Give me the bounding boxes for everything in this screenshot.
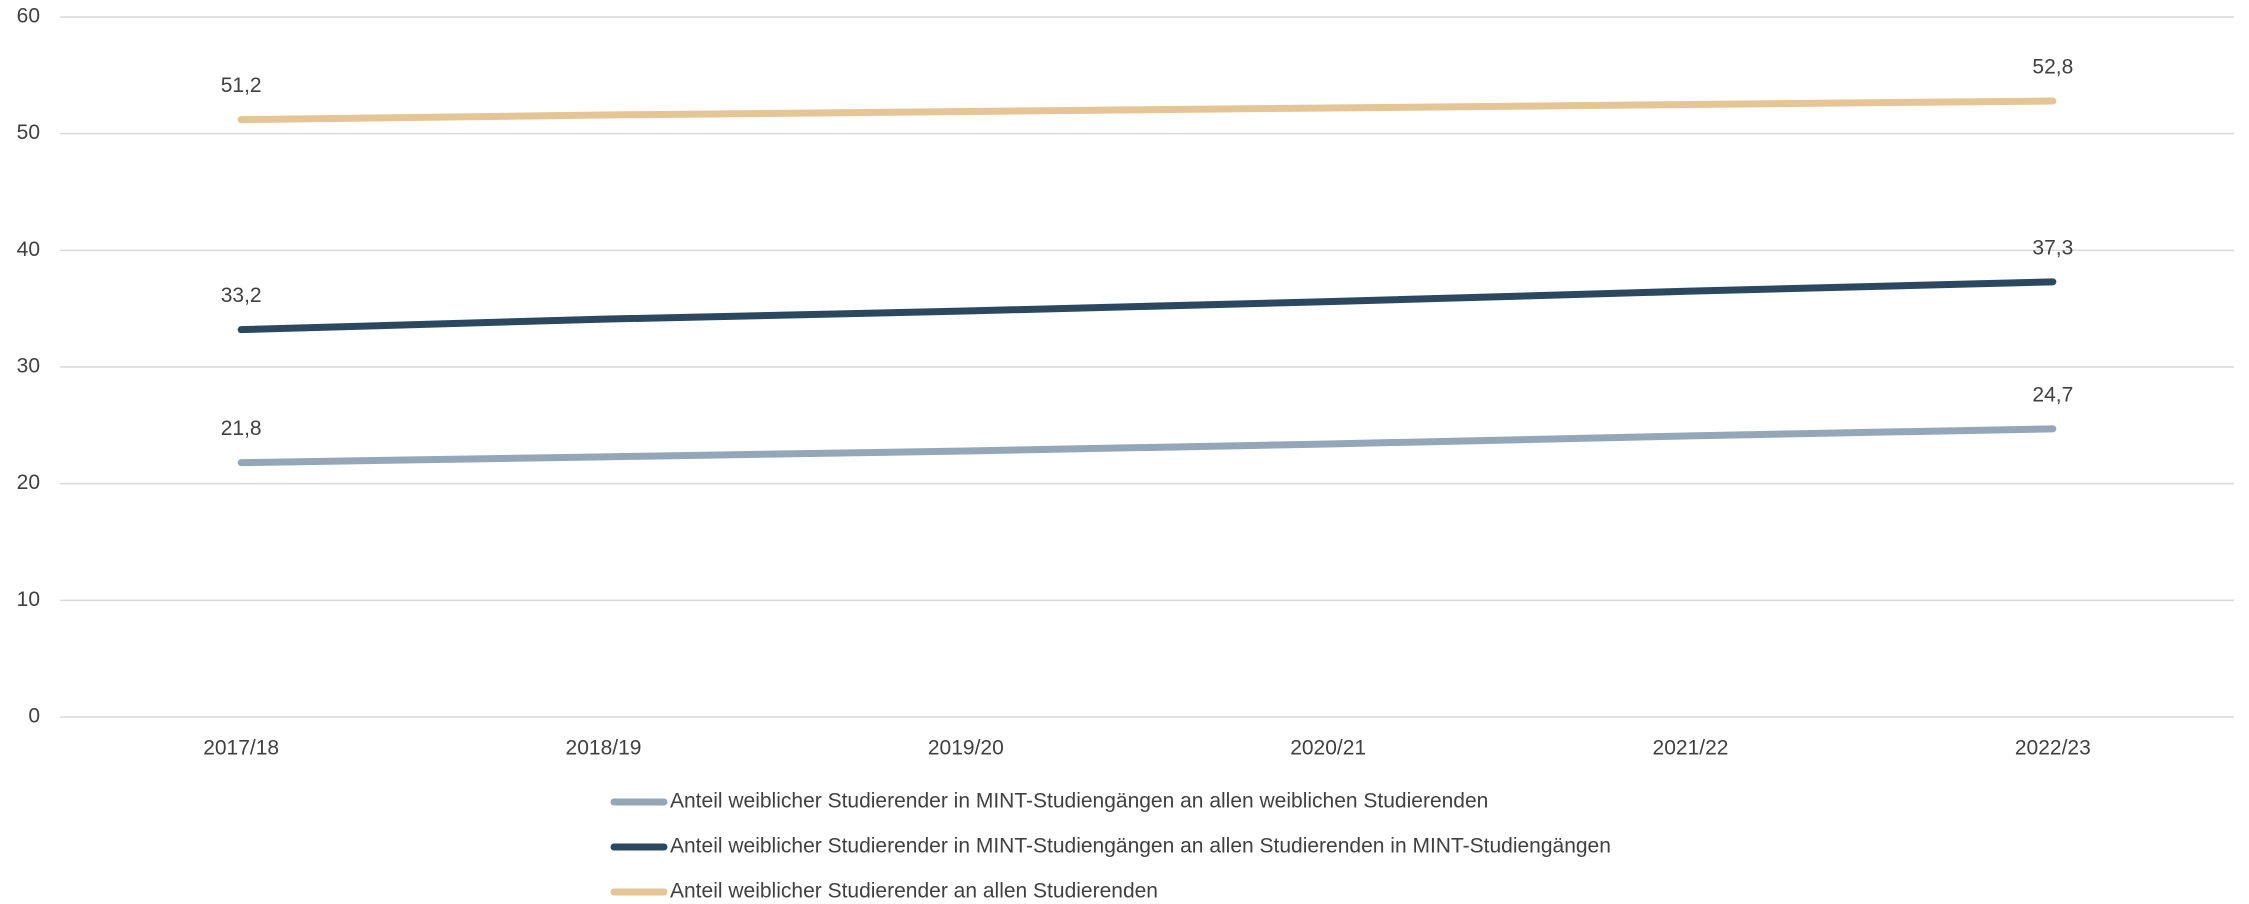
data-label: 37,3 [2032,236,2073,259]
y-tick-label: 0 [28,705,40,728]
y-tick-label: 30 [17,355,40,378]
x-tick-label: 2017/18 [203,737,279,760]
legend-label: Anteil weiblicher Studierender in MINT-S… [670,835,1611,858]
y-tick-label: 20 [17,471,40,494]
series-line [237,278,2057,334]
x-tick-label: 2021/22 [1653,737,1729,760]
legend-label: Anteil weiblicher Studierender an allen … [670,880,1158,903]
legend-label: Anteil weiblicher Studierender in MINT-S… [670,790,1488,813]
x-tick-label: 2018/19 [566,737,642,760]
x-tick-label: 2020/21 [1290,737,1366,760]
data-label: 52,8 [2032,56,2073,79]
y-tick-label: 60 [17,5,40,28]
series-line [237,425,2057,467]
data-label: 24,7 [2032,383,2073,406]
y-tick-label: 40 [17,238,40,261]
x-tick-label: 2019/20 [928,737,1004,760]
data-label: 21,8 [221,417,262,440]
data-label: 33,2 [221,284,262,307]
y-tick-label: 50 [17,121,40,144]
data-label: 51,2 [221,74,262,97]
x-tick-label: 2022/23 [2015,737,2091,760]
y-tick-label: 10 [17,588,40,611]
series-line [237,97,2057,124]
